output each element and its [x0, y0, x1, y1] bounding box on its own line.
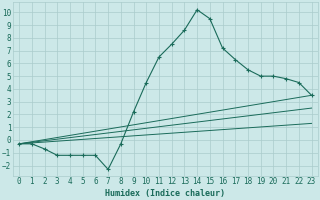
X-axis label: Humidex (Indice chaleur): Humidex (Indice chaleur) [105, 189, 225, 198]
